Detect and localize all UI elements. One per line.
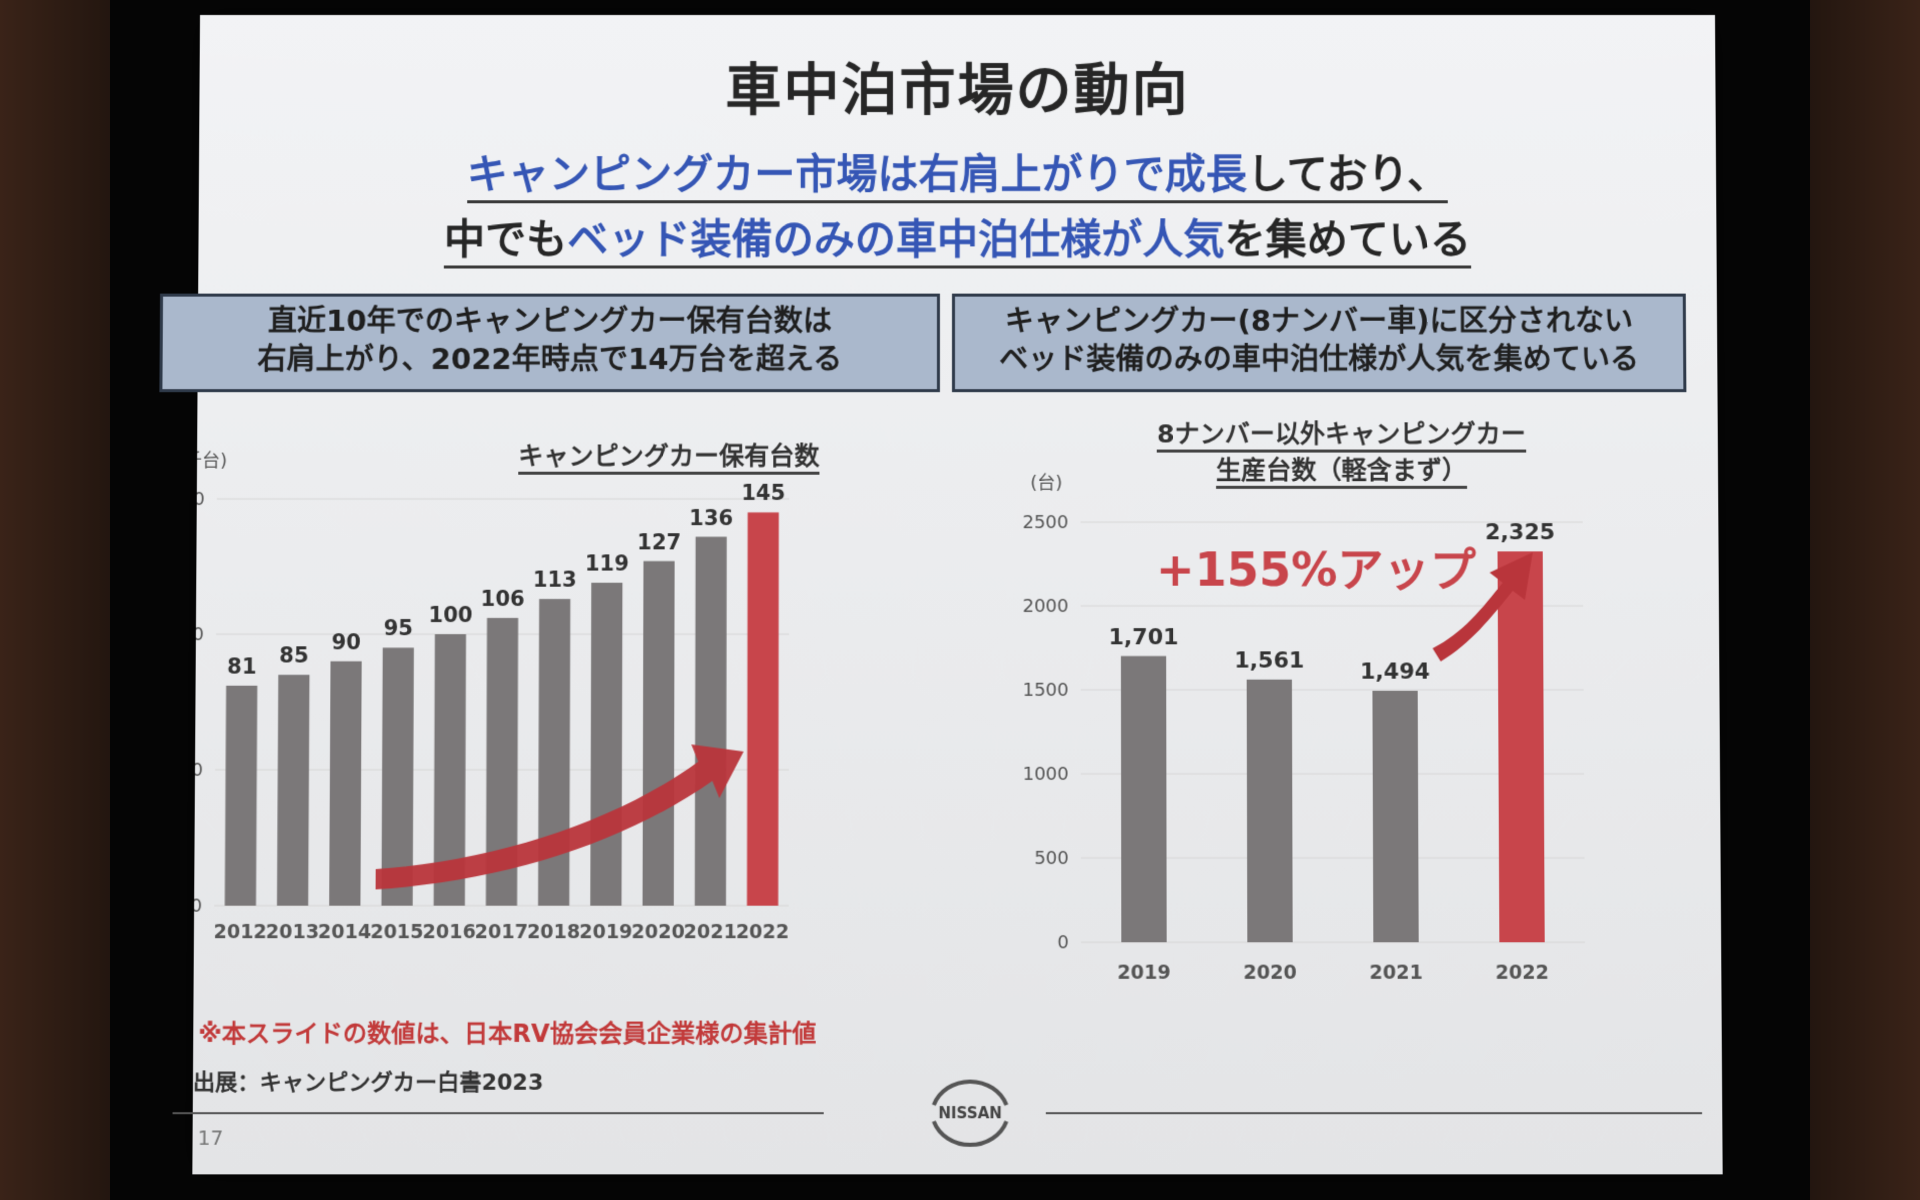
chart-2-ytick-label: 2000 [1023, 596, 1069, 617]
source-citation: 出展：キャンピングカー白書2023 [193, 1064, 544, 1097]
chart-2-category-label-2022: 2022 [1495, 962, 1548, 984]
chart-1-category-label-2013: 2013 [266, 921, 319, 943]
chart-1-ytick-label: 0 [194, 896, 203, 917]
chart-1-category-label-2017: 2017 [475, 921, 528, 943]
chart-1-category-label-2021: 2021 [684, 921, 737, 943]
summary-box-left-line-2: 右肩上がり、2022年時点で14万台を超える [162, 340, 936, 378]
chart-1-bar-2012 [225, 686, 258, 906]
chart-1-category-label-2012: 2012 [214, 921, 267, 943]
chart-2-value-label-2021: 1,494 [1360, 659, 1430, 684]
chart-2-annotation: +155%アップ [1156, 542, 1476, 597]
footer-line-left [173, 1112, 824, 1114]
headline-line-2: 中でもベッド装備のみの車中泊仕様が人気を集めている [198, 205, 1716, 265]
chart-1-value-label-2017: 106 [481, 587, 525, 611]
headline-line-1-rest: しており、 [1247, 150, 1448, 198]
summary-box-left: 直近10年でのキャンピングカー保有台数は 右肩上がり、2022年時点で14万台を… [159, 294, 940, 393]
chart-1-bar-2020 [643, 561, 675, 906]
chart-1-value-label-2021: 136 [689, 506, 733, 530]
summary-box-left-line-1: 直近10年でのキャンピングカー保有台数は [163, 302, 937, 340]
chart-1-value-label-2016: 100 [428, 603, 472, 627]
chart-1-ytick-label: 50 [194, 760, 203, 781]
headline-line-2-prefix: 中でも [444, 215, 567, 263]
chart-2-ytick-label: 0 [1057, 932, 1069, 953]
headline-line-1-emphasis: キャンピングカー市場は右肩上がりで成長 [467, 150, 1247, 198]
chart-1-category-label-2019: 2019 [579, 921, 632, 943]
chart-1-category-label-2020: 2020 [631, 921, 684, 943]
chart-1-category-label-2022: 2022 [736, 921, 789, 943]
chart-1-category-label-2018: 2018 [527, 921, 580, 943]
chart-2-ytick-label: 1000 [1023, 764, 1069, 785]
chart-1-category-label-2014: 2014 [318, 921, 371, 943]
chart-1-value-label-2018: 113 [533, 568, 577, 592]
slide-title: 車中泊市場の動向 [199, 45, 1715, 126]
headline-line-2-suffix: を集めている [1224, 215, 1471, 263]
chart-1-bar-2019 [590, 583, 622, 906]
chart-2-ytick-label: 1500 [1023, 680, 1069, 701]
chart-1-bar-2022 [747, 512, 779, 905]
chart-1-value-label-2012: 81 [227, 654, 257, 678]
chart-2-value-label-2020: 1,561 [1234, 648, 1304, 673]
chart-1-value-label-2013: 85 [279, 643, 309, 667]
chart-2-value-label-2022: 2,325 [1485, 520, 1555, 545]
summary-box-right-line-2: ベッド装備のみの車中泊仕様が人気を集めている [955, 340, 1683, 378]
chart-1-value-label-2022: 145 [741, 481, 785, 505]
chart-2-bar-2019 [1121, 656, 1167, 942]
chart-2-value-label-2019: 1,701 [1109, 625, 1179, 650]
nissan-logo-icon: NISSAN [920, 1072, 1021, 1154]
chart-1-value-label-2014: 90 [331, 630, 360, 654]
chart-1-value-label-2020: 127 [637, 530, 681, 554]
chart-2-unit-label: (台) [1030, 473, 1062, 494]
chart-2-ytick-label: 500 [1034, 848, 1069, 869]
headline-line-2-emphasis: ベッド装備のみの車中泊仕様が人気 [567, 215, 1224, 263]
chart-1-category-label-2015: 2015 [370, 921, 423, 943]
chart-1-bar-2013 [277, 675, 310, 906]
summary-box-right: キャンピングカー(8ナンバー車)に区分されない ベッド装備のみの車中泊仕様が人気… [952, 294, 1686, 393]
summary-box-right-line-1: キャンピングカー(8ナンバー車)に区分されない [955, 302, 1683, 340]
chart-1-ytick-label: 100 [194, 624, 204, 645]
chart-2-title-line-1: 8ナンバー以外キャンピングカー [1157, 419, 1526, 452]
chart-2-bar-2020 [1247, 680, 1293, 943]
chart-1-category-label-2016: 2016 [422, 921, 475, 943]
headline-line-1: キャンピングカー市場は右肩上がりで成長しており、 [199, 140, 1716, 200]
chart-1-bar-2014 [329, 661, 362, 905]
chart-2-category-label-2020: 2020 [1243, 962, 1296, 984]
nissan-logo-text: NISSAN [938, 1104, 1002, 1122]
presentation-slide: 車中泊市場の動向 キャンピングカー市場は右肩上がりで成長しており、 中でもベッド… [192, 15, 1722, 1174]
chart-1-value-label-2015: 95 [384, 616, 413, 640]
chart-2-non-8-number-production: (台) 0 500 1000 1500 2000 2500 1,701 2019 1,561 202… [990, 457, 1716, 1004]
footer-line-right [1046, 1112, 1702, 1114]
chart-1-value-label-2019: 119 [585, 551, 629, 575]
data-note: ※本スライドの数値は、日本RV協会会員企業様の集計値 [198, 1013, 816, 1049]
chart-1-bar-2021 [695, 537, 727, 906]
chart-2-bar-2021 [1372, 691, 1418, 942]
chart-2-category-label-2019: 2019 [1117, 962, 1170, 984]
page-number: 17 [198, 1125, 224, 1149]
chart-2-category-label-2021: 2021 [1369, 962, 1422, 984]
chart-2-ytick-label: 2500 [1022, 512, 1068, 533]
chart-2-bar-2022 [1498, 551, 1545, 942]
chart-1-camping-car-ownership: (千台)050100150812012852013902014952015100… [194, 436, 980, 962]
chart-1-unit-label: (千台) [194, 451, 228, 472]
